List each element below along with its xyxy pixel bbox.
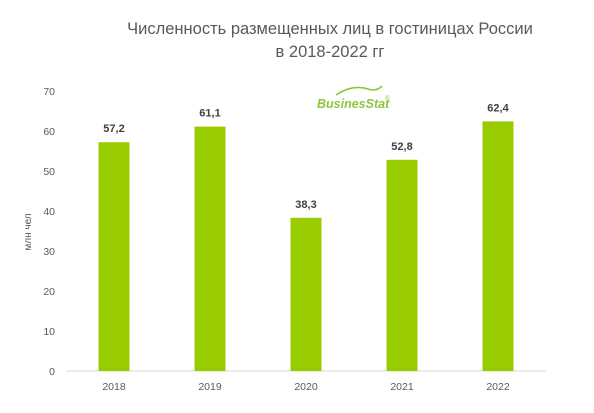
y-tick-label: 20 [43,286,55,298]
businesstat-logo: BusinesStat ® [317,85,390,111]
value-label-2021: 52,8 [391,141,412,153]
x-tick-label-2018: 2018 [102,381,126,393]
bar-2021 [386,159,418,371]
logo-text: BusinesStat [317,97,390,111]
bar-2020 [290,217,322,371]
chart-title: Численность размещенных лиц в гостиницах… [60,18,594,64]
value-label-2022: 62,4 [487,102,509,114]
x-tick-label-2020: 2020 [294,381,318,393]
y-tick-group: 0 10 20 30 40 50 60 70 [43,86,55,378]
logo-registered-mark: ® [385,95,390,102]
bar-2018 [98,142,130,371]
value-label-group: 57,2 61,1 38,3 52,8 62,4 [103,102,509,210]
y-tick-label: 30 [43,246,55,258]
x-tick-label-2019: 2019 [198,381,222,393]
logo-swoosh-icon [335,85,383,96]
y-tick-label: 40 [43,206,55,218]
y-tick-label: 10 [43,326,55,338]
chart-title-line-1: Численность размещенных лиц в гостиницах… [127,20,533,38]
bar-2019 [194,126,226,371]
y-tick-label: 60 [43,126,55,138]
y-tick-label: 50 [43,166,55,178]
y-axis-label: млн чел [23,213,34,250]
chart-title-line-2: в 2018-2022 гг [275,43,385,61]
value-label-2020: 38,3 [295,199,316,211]
x-tick-label-2022: 2022 [486,381,510,393]
x-tick-group: 2018 2019 2020 2021 2022 [102,381,510,393]
x-tick-label-2021: 2021 [390,381,414,393]
y-tick-label: 0 [49,366,55,378]
value-label-2019: 61,1 [199,108,220,120]
bar-group [98,121,514,372]
value-label-2018: 57,2 [103,123,124,135]
bar-2022 [482,121,514,372]
y-tick-label: 70 [43,86,55,98]
